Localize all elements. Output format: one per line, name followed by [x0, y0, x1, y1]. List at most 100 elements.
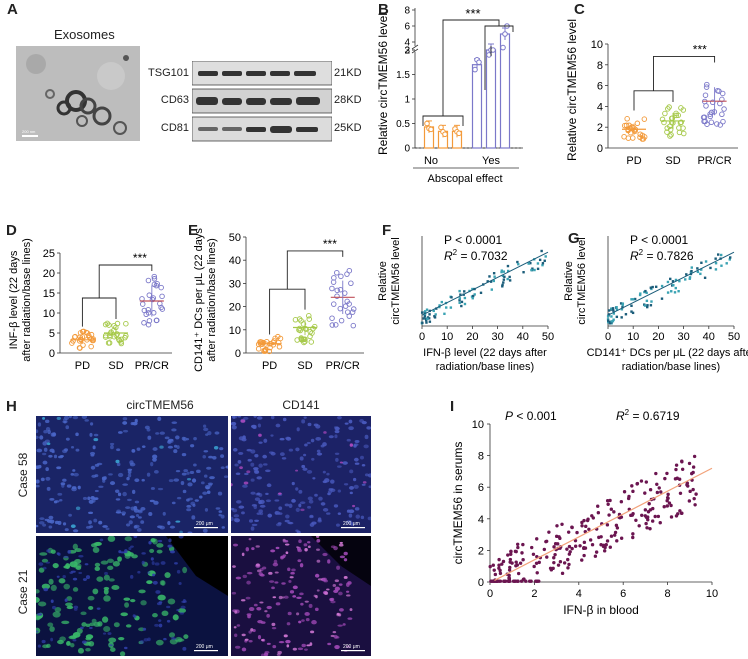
cell-nucleus — [285, 436, 291, 440]
cell-nucleus — [134, 478, 140, 483]
data-point — [680, 125, 686, 131]
cell-nucleus — [88, 520, 92, 525]
cell-nucleus — [362, 481, 367, 484]
cell-nucleus — [171, 428, 177, 432]
cell-nucleus — [220, 466, 225, 470]
data-point — [458, 298, 461, 302]
data-point — [717, 122, 723, 128]
if-image-case58-cd141: 200 μm — [231, 416, 371, 533]
data-point — [508, 560, 512, 564]
cell-nucleus — [353, 457, 359, 462]
cell-nucleus — [42, 441, 48, 446]
cell-nucleus — [253, 416, 257, 418]
cell-nucleus — [116, 448, 121, 452]
data-point — [622, 490, 627, 494]
cell-nucleus — [94, 463, 100, 467]
cell-nucleus — [232, 565, 236, 568]
data-point — [503, 275, 506, 279]
cell-nucleus — [107, 558, 114, 564]
chart-d: 0 5 10 15 20 25 PD SD PR/CR *** INF-β level (22 da… — [8, 238, 172, 372]
x-tick-label: 40 — [517, 331, 529, 343]
data-point — [635, 482, 639, 486]
b-tick-label: 0 — [404, 144, 410, 155]
cell-nucleus — [360, 515, 365, 520]
cell-nucleus — [122, 429, 129, 433]
cell-nucleus — [186, 504, 192, 508]
data-point — [534, 561, 539, 565]
data-point — [428, 320, 432, 323]
cell-nucleus — [117, 472, 124, 478]
cell-nucleus — [285, 639, 291, 644]
cell-nucleus — [173, 444, 178, 448]
data-point — [644, 521, 648, 526]
cell-nucleus — [342, 623, 346, 626]
data-point — [677, 477, 682, 481]
cell-nucleus — [346, 509, 351, 513]
data-point — [491, 579, 495, 583]
data-point — [444, 306, 448, 309]
data-point — [594, 550, 599, 554]
data-point — [640, 136, 647, 142]
em-title: Exosomes — [54, 27, 115, 42]
cell-nucleus — [316, 548, 320, 551]
b-point — [500, 44, 506, 51]
cell-nucleus — [120, 612, 128, 617]
data-point — [610, 307, 613, 310]
cell-nucleus — [56, 575, 60, 578]
data-point — [420, 311, 424, 314]
cell-nucleus — [146, 428, 151, 432]
cell-nucleus — [186, 478, 192, 481]
data-point — [426, 317, 429, 321]
significance: *** — [133, 251, 147, 265]
cell-nucleus — [296, 596, 302, 600]
x-tick-label: 20 — [652, 331, 664, 343]
data-point — [621, 134, 627, 140]
cell-nucleus — [62, 449, 68, 454]
cell-nucleus — [307, 496, 313, 501]
data-point — [154, 281, 160, 287]
data-point — [349, 309, 356, 315]
data-point — [650, 519, 655, 523]
cell-nucleus — [109, 644, 113, 647]
data-point — [537, 579, 541, 583]
data-point — [665, 471, 669, 476]
cell-nucleus — [282, 417, 287, 422]
b-bar — [471, 64, 483, 149]
cell-nucleus — [301, 419, 306, 424]
x-tick-label: 30 — [677, 331, 689, 343]
cell-nucleus — [146, 472, 151, 477]
cell-nucleus — [161, 610, 169, 617]
if-image-case21-cd141: 200 μm — [231, 536, 371, 656]
cell-nucleus — [36, 448, 43, 453]
cell-nucleus — [258, 433, 262, 437]
cell-nucleus — [38, 567, 45, 573]
cell-nucleus — [36, 630, 39, 633]
data-point — [350, 306, 357, 312]
data-point — [658, 521, 662, 525]
cell-nucleus — [57, 552, 61, 556]
data-point — [506, 269, 510, 273]
b-bar — [499, 33, 511, 149]
cell-nucleus — [256, 606, 262, 611]
cell-nucleus — [88, 605, 94, 610]
data-point — [613, 530, 618, 535]
cell-nucleus — [193, 463, 197, 467]
cell-nucleus — [66, 641, 71, 646]
cell-nucleus — [96, 607, 101, 610]
data-point — [669, 503, 673, 508]
cell-nucleus — [241, 647, 247, 652]
cell-nucleus — [312, 477, 316, 480]
cell-nucleus — [235, 576, 242, 580]
x-tick-label: 10 — [627, 331, 639, 343]
data-point — [673, 477, 678, 481]
panel-a: A Exosomes 200 nm TSG101 CD63 CD81 — [0, 0, 370, 150]
cell-nucleus — [183, 634, 189, 639]
data-point — [666, 492, 670, 497]
cell-nucleus — [296, 427, 300, 432]
cell-nucleus — [322, 470, 326, 474]
data-point — [276, 344, 283, 350]
cell-nucleus — [143, 638, 149, 642]
cell-nucleus — [361, 464, 366, 467]
data-point — [515, 563, 520, 567]
data-point — [551, 566, 555, 571]
